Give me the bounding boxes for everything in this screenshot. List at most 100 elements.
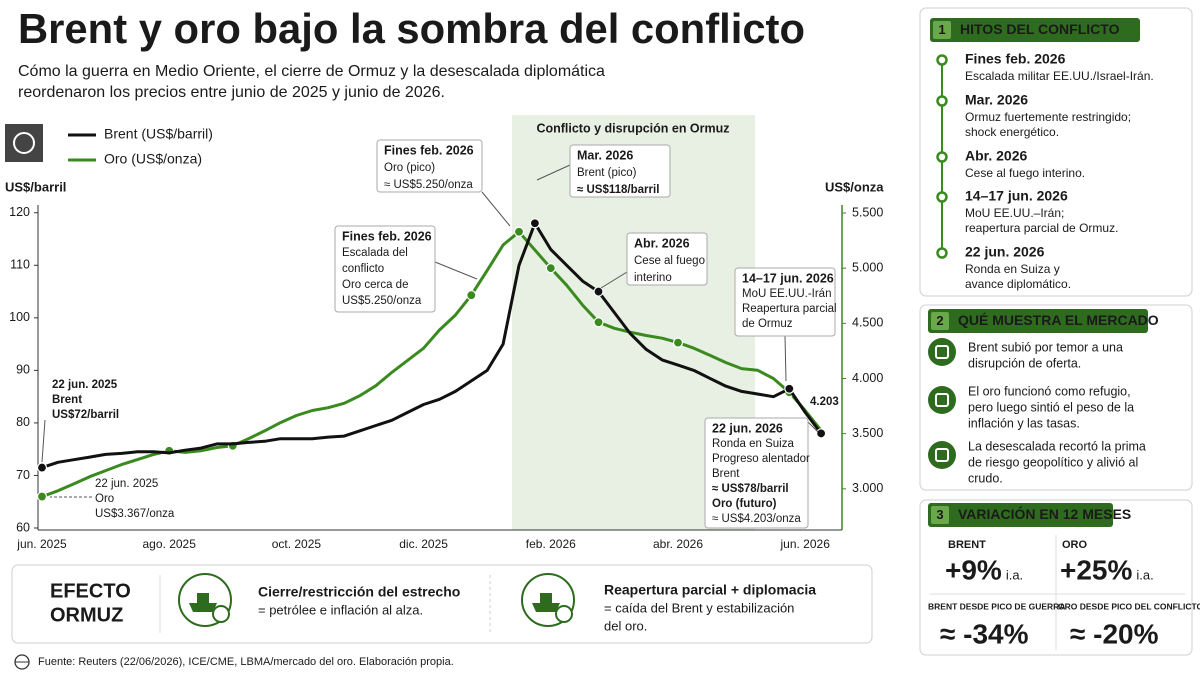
subtitle: Cómo la guerra en Medio Oriente, el cier…	[18, 63, 605, 80]
market-icon	[928, 338, 956, 366]
annotation-text: Brent	[712, 468, 740, 480]
annotation-text: ≈ US$5.250/onza	[384, 179, 473, 191]
annotation-text: Abr. 2026	[634, 236, 690, 250]
shaded-label: Conflicto y disrupción en Ormuz	[536, 121, 729, 135]
annotation-text: Ronda en Suiza	[712, 438, 794, 450]
annotation-text: ≈ US$4.203/onza	[712, 513, 801, 525]
annotation-text: Cese al fuego	[634, 255, 705, 267]
change-value: ≈ -34%	[940, 618, 1029, 649]
point-marker	[545, 263, 556, 274]
y2-tick-label: 4.500	[852, 316, 883, 330]
effect-title: EFECTO	[50, 580, 131, 602]
x-tick-label: jun. 2026	[780, 537, 831, 551]
point-marker	[784, 383, 795, 394]
logo-mark	[13, 132, 35, 154]
y-tick-label: 100	[9, 310, 30, 324]
point-marker	[529, 218, 541, 229]
panel	[919, 7, 1193, 297]
annotation-text: de Ormuz	[742, 318, 793, 330]
change-value: +9%	[945, 554, 1002, 585]
annotation-text: interino	[634, 272, 672, 284]
timeline-dot	[936, 95, 948, 107]
point-marker	[593, 286, 604, 297]
y2-tick-label: 4.000	[852, 371, 883, 385]
y2-tick-label: 3.500	[852, 426, 883, 440]
point-marker	[672, 337, 684, 348]
annotation-box	[704, 417, 809, 529]
milestone-text: avance diplomático.	[965, 277, 1071, 291]
annotation-connector	[434, 261, 478, 280]
panel-title: QUÉ MUESTRA EL MERCADO	[958, 312, 1159, 328]
y-tick-label: 60	[16, 520, 30, 534]
annotation-connector	[536, 164, 571, 181]
milestone-date: 22 jun. 2026	[965, 244, 1045, 260]
market-text: pero luego sintió el peso de la	[968, 400, 1134, 414]
y-tick-label: 90	[16, 363, 30, 377]
milestone-text: shock energético.	[965, 125, 1059, 139]
effect-icon-ship	[532, 593, 560, 612]
annotation-text: 22 jun. 2026	[712, 421, 783, 435]
milestone-date: Abr. 2026	[965, 148, 1027, 164]
annotation-text: US$72/barril	[52, 409, 119, 421]
point-marker	[513, 226, 525, 237]
market-icon-glyph	[935, 393, 949, 407]
change-label: ORO DESDE PICO DEL CONFLICTO	[1058, 601, 1200, 611]
panel-number-badge	[931, 506, 949, 524]
subtitle: reordenaron los precios entre junio de 2…	[18, 84, 445, 101]
milestone-text: Ormuz fuertemente restringido;	[965, 110, 1131, 124]
change-value: ≈ -20%	[1070, 618, 1159, 649]
milestone-date: 14–17 jun. 2026	[965, 188, 1068, 204]
y-tick-label: 80	[16, 415, 30, 429]
change-value: +25%	[1060, 554, 1132, 585]
milestone-text: reapertura parcial de Ormuz.	[965, 221, 1118, 235]
effect-item-text: = caída del Brent y estabilización	[604, 600, 794, 615]
y2-tick-label: 5.000	[852, 260, 883, 274]
point-marker	[36, 462, 48, 473]
panel-title: VARIACIÓN EN 12 MESES	[958, 505, 1131, 522]
y2-tick-label: 5.500	[852, 205, 883, 219]
market-text: de riesgo geopolítico y alivió al	[968, 455, 1138, 469]
milestone-date: Fines feb. 2026	[965, 51, 1066, 67]
annotation-text: Brent (pico)	[577, 167, 637, 179]
panel	[919, 304, 1193, 491]
x-tick-label: ago. 2025	[143, 537, 197, 551]
effect-icon-badge	[555, 605, 573, 623]
y-tick-label: 110	[10, 258, 30, 272]
annotation-text: Progreso alentador	[712, 453, 810, 465]
annotation-connector	[600, 271, 628, 289]
annotation-box	[734, 267, 836, 337]
annotation-text: Oro (pico)	[384, 162, 435, 174]
annotation-text: Escalada del	[342, 247, 408, 259]
panel-number: 2	[936, 313, 943, 328]
panel-number-badge	[933, 21, 951, 39]
market-text: crudo.	[968, 471, 1003, 485]
legend-label: Oro (US$/onza)	[104, 151, 202, 167]
annotation-text: Mar. 2026	[577, 148, 633, 162]
change-unit: i.a.	[1136, 567, 1153, 582]
effect-item-title: Reapertura parcial + diplomacia	[604, 582, 816, 598]
logo	[5, 124, 43, 162]
annotation-text: Oro cerca de	[342, 279, 408, 291]
title: Brent y oro bajo la sombra del conflicto	[18, 5, 805, 52]
timeline-dot	[936, 54, 948, 66]
annotation-text: MoU EE.UU.-Irán	[742, 288, 831, 300]
effect-item-text: = petrólee e inflación al alza.	[258, 602, 423, 617]
timeline-dot	[936, 151, 948, 163]
panel-number: 1	[938, 22, 945, 37]
y-tick-label: 70	[16, 468, 30, 482]
panel-title: HITOS DEL CONFLICTO	[960, 21, 1120, 37]
annotation-box	[334, 225, 436, 313]
annotation-text: Oro (futuro)	[712, 498, 777, 510]
annotation-text: 14–17 jun. 2026	[742, 271, 834, 285]
annotation-text: US$5.250/onza	[342, 295, 422, 307]
x-tick-label: oct. 2025	[272, 537, 322, 551]
milestone-text: Ronda en Suiza y	[965, 262, 1060, 276]
effect-item-text: del oro.	[604, 618, 647, 633]
y2-axis-title: US$/onza	[825, 179, 884, 194]
timeline-dot	[936, 247, 948, 259]
annotation-text: ≈ US$118/barril	[577, 184, 659, 196]
x-tick-label: jun. 2025	[16, 537, 67, 551]
timeline-dot	[936, 191, 948, 203]
annotation-text: 22 jun. 2025	[52, 379, 118, 391]
